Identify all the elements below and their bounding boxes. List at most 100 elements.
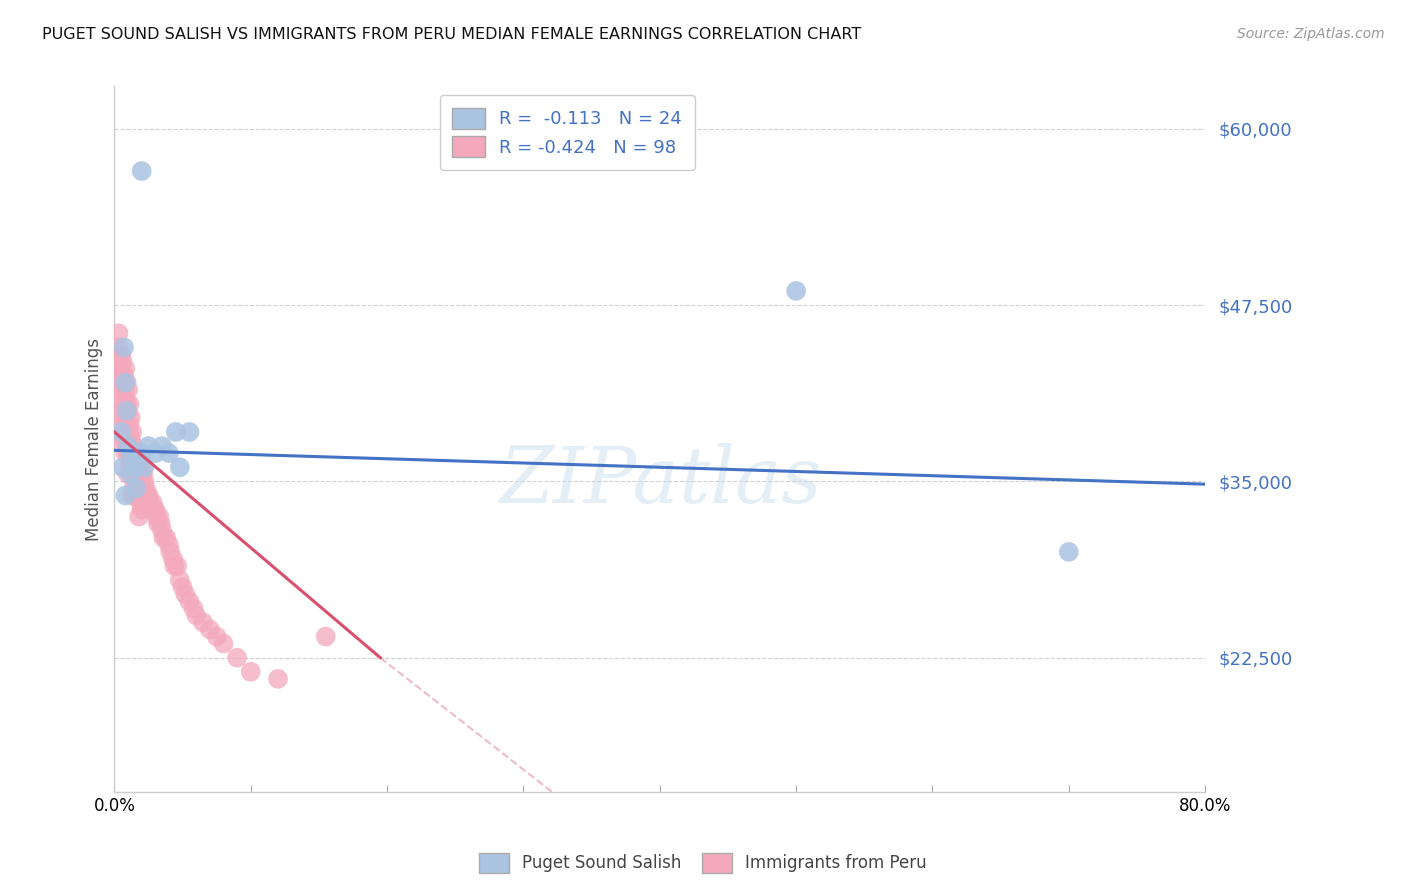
Point — [166, 559, 188, 574]
Point — [131, 502, 153, 516]
Point — [143, 446, 166, 460]
Point — [111, 354, 134, 368]
Point — [129, 495, 152, 509]
Point — [118, 439, 141, 453]
Point — [159, 545, 181, 559]
Point — [127, 460, 149, 475]
Point — [146, 516, 169, 531]
Y-axis label: Median Female Earnings: Median Female Earnings — [86, 337, 103, 541]
Point — [110, 361, 132, 376]
Point — [155, 531, 177, 545]
Point — [120, 453, 142, 467]
Point — [1057, 545, 1080, 559]
Point — [131, 446, 153, 460]
Legend: Puget Sound Salish, Immigrants from Peru: Puget Sound Salish, Immigrants from Peru — [472, 847, 934, 880]
Point — [115, 376, 138, 390]
Point — [124, 488, 146, 502]
Point — [111, 460, 134, 475]
Point — [162, 552, 184, 566]
Point — [114, 446, 136, 460]
Point — [267, 672, 290, 686]
Point — [136, 488, 159, 502]
Point — [110, 383, 132, 397]
Point — [115, 417, 138, 432]
Point — [122, 482, 145, 496]
Point — [785, 284, 807, 298]
Point — [128, 453, 150, 467]
Point — [112, 390, 135, 404]
Point — [174, 587, 197, 601]
Point — [120, 467, 142, 482]
Point — [169, 460, 191, 475]
Point — [145, 509, 167, 524]
Point — [114, 383, 136, 397]
Point — [115, 439, 138, 453]
Point — [112, 368, 135, 383]
Point — [128, 488, 150, 502]
Point — [105, 432, 128, 446]
Point — [120, 446, 142, 460]
Point — [117, 467, 139, 482]
Point — [165, 425, 187, 439]
Point — [152, 531, 174, 545]
Point — [112, 432, 135, 446]
Point — [121, 446, 143, 460]
Point — [110, 347, 132, 361]
Legend: R =  -0.113   N = 24, R = -0.424   N = 98: R = -0.113 N = 24, R = -0.424 N = 98 — [440, 95, 695, 169]
Point — [121, 425, 143, 439]
Point — [134, 475, 156, 489]
Point — [111, 397, 134, 411]
Point — [157, 538, 180, 552]
Point — [132, 488, 155, 502]
Point — [114, 488, 136, 502]
Point — [121, 488, 143, 502]
Point — [138, 439, 160, 453]
Point — [138, 488, 160, 502]
Point — [108, 361, 131, 376]
Point — [205, 630, 228, 644]
Point — [118, 460, 141, 475]
Point — [150, 439, 173, 453]
Point — [107, 326, 129, 341]
Point — [186, 608, 208, 623]
Point — [139, 495, 162, 509]
Point — [134, 460, 156, 475]
Point — [121, 467, 143, 482]
Point — [135, 482, 157, 496]
Point — [114, 376, 136, 390]
Point — [128, 467, 150, 482]
Point — [134, 495, 156, 509]
Point — [183, 601, 205, 615]
Point — [124, 446, 146, 460]
Point — [125, 475, 148, 489]
Point — [315, 630, 337, 644]
Point — [198, 623, 221, 637]
Point — [131, 460, 153, 475]
Point — [142, 502, 165, 516]
Point — [132, 467, 155, 482]
Point — [108, 347, 131, 361]
Point — [111, 376, 134, 390]
Point — [112, 340, 135, 354]
Point — [124, 460, 146, 475]
Point — [111, 417, 134, 432]
Point — [148, 509, 170, 524]
Point — [212, 636, 235, 650]
Point — [179, 425, 201, 439]
Point — [117, 404, 139, 418]
Point — [142, 495, 165, 509]
Point — [107, 340, 129, 354]
Point — [117, 446, 139, 460]
Point — [122, 460, 145, 475]
Point — [118, 417, 141, 432]
Point — [129, 475, 152, 489]
Point — [157, 446, 180, 460]
Point — [226, 650, 249, 665]
Point — [149, 516, 172, 531]
Point — [191, 615, 214, 630]
Point — [114, 404, 136, 418]
Point — [141, 502, 163, 516]
Point — [125, 482, 148, 496]
Point — [239, 665, 262, 679]
Point — [131, 164, 153, 178]
